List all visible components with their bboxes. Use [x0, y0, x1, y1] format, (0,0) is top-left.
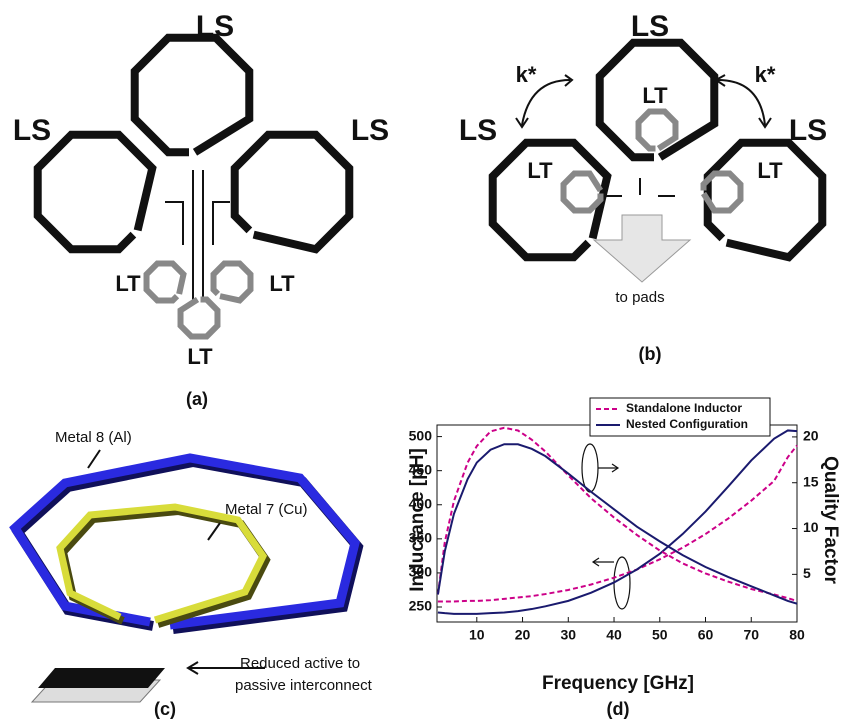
- x-tick-label: 80: [789, 627, 805, 643]
- y-tick-label: 400: [409, 495, 433, 511]
- ls-label: LS: [789, 114, 827, 147]
- coil: [38, 135, 153, 250]
- legend-label: Standalone Inductor: [626, 401, 742, 415]
- lt-label: LT: [642, 83, 668, 108]
- lt-label: LT: [527, 158, 553, 183]
- center-lines: [165, 170, 230, 300]
- lt-label: LT: [115, 271, 141, 296]
- coil: [214, 264, 251, 301]
- pads-arrow: [594, 215, 690, 282]
- coil: [181, 300, 218, 337]
- y2-tick-label: 20: [803, 428, 819, 444]
- x-tick-label: 30: [560, 627, 576, 643]
- k-label: k*: [755, 62, 776, 87]
- x-tick-label: 40: [606, 627, 622, 643]
- coil: [235, 135, 350, 250]
- panel-label: (c): [154, 699, 176, 719]
- y-tick-label: 250: [409, 598, 433, 614]
- ls-label: LS: [631, 10, 669, 43]
- coil: [564, 174, 601, 211]
- y2-tick-label: 15: [803, 473, 819, 489]
- y2-tick-label: 5: [803, 565, 811, 581]
- x-tick-label: 70: [743, 627, 759, 643]
- coil: [639, 112, 676, 149]
- figure: LS LS LS LT LT LT (a) LS LS LS LT LT LT …: [0, 0, 842, 720]
- x-tick-label: 60: [698, 627, 714, 643]
- pads-label: to pads: [615, 289, 664, 306]
- metal8-label: Metal 8 (Al): [55, 429, 132, 446]
- series-line: [438, 428, 797, 601]
- note-line: Reduced active to: [240, 655, 360, 672]
- panel-label: (b): [639, 344, 662, 364]
- y2-axis-label: Quality Factor: [820, 456, 841, 584]
- k-label: k*: [516, 62, 537, 87]
- legend-label: Nested Configuration: [626, 417, 748, 431]
- x-tick-label: 50: [652, 627, 668, 643]
- y2-tick-label: 10: [803, 519, 819, 535]
- coil: [147, 264, 184, 301]
- y-tick-label: 500: [409, 427, 433, 443]
- note-line: passive interconnect: [235, 677, 373, 694]
- ls-label: LS: [351, 114, 389, 147]
- y-tick-label: 450: [409, 461, 433, 477]
- ls-label: LS: [13, 114, 51, 147]
- x-tick-label: 20: [515, 627, 531, 643]
- lt-label: LT: [269, 271, 295, 296]
- coil: [135, 38, 250, 153]
- lt-label: LT: [187, 344, 213, 369]
- panel-label: (d): [607, 699, 630, 719]
- x-axis-label: Frequency [GHz]: [542, 673, 694, 694]
- x-tick-label: 10: [469, 627, 485, 643]
- metal7-label: Metal 7 (Cu): [225, 501, 308, 518]
- plot-frame: [437, 425, 797, 622]
- y-tick-label: 350: [409, 530, 433, 546]
- lt-label: LT: [757, 158, 783, 183]
- y-tick-label: 300: [409, 564, 433, 580]
- panel-label: (a): [186, 389, 208, 409]
- ls-label: LS: [459, 114, 497, 147]
